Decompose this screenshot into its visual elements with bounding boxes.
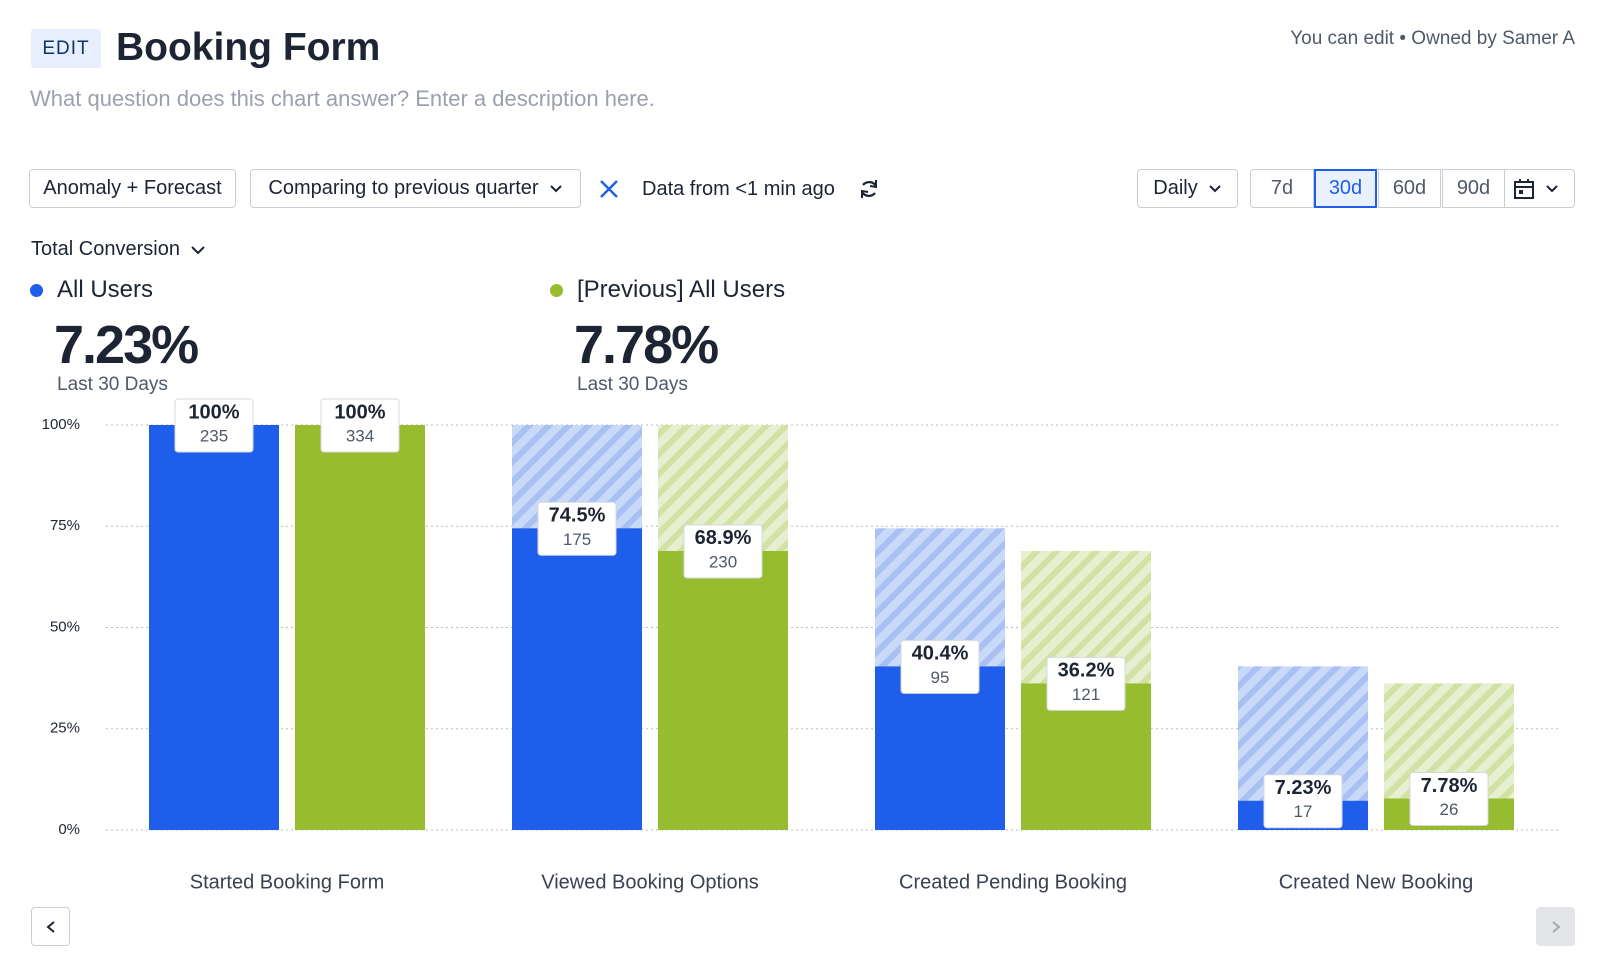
metric-dropdown[interactable]: Total Conversion: [31, 238, 206, 261]
data-count: 235: [200, 426, 228, 445]
range-button[interactable]: 60d: [1378, 169, 1441, 208]
analysis-button[interactable]: Anomaly + Forecast: [29, 169, 236, 208]
data-count: 17: [1294, 802, 1313, 821]
title: Booking Form: [116, 26, 381, 69]
data-label-box: [1263, 774, 1343, 829]
bar: [658, 550, 788, 830]
data-label: 40.4%: [912, 643, 969, 665]
y-tick-label: 50%: [50, 618, 80, 635]
next-button[interactable]: [1536, 907, 1575, 946]
x-tick-label: Started Booking Form: [190, 871, 385, 893]
dropoff-area: [875, 528, 1005, 667]
description[interactable]: What question does this chart answer? En…: [30, 86, 655, 111]
data-count: 95: [931, 668, 950, 687]
x-tick-label: Viewed Booking Options: [541, 871, 759, 893]
dropoff-area: [1238, 666, 1368, 801]
refresh-icon[interactable]: [857, 177, 881, 201]
range-button[interactable]: 90d: [1442, 169, 1505, 208]
legend-dot: [30, 284, 43, 297]
summary-value: 7.78%: [574, 315, 719, 375]
data-count: 230: [709, 552, 737, 571]
data-count: 26: [1440, 800, 1459, 819]
y-tick-label: 75%: [50, 517, 80, 534]
comparison-dropdown[interactable]: Comparing to previous quarter: [250, 169, 581, 208]
legend-dot: [550, 284, 563, 297]
data-label: 74.5%: [549, 505, 606, 527]
bar: [1021, 683, 1151, 830]
summary-period: Last 30 Days: [577, 374, 688, 395]
data-label-box: [1409, 771, 1489, 826]
data-label-box: [320, 398, 400, 453]
range-button[interactable]: 7d: [1250, 169, 1314, 208]
calendar-icon: [1513, 178, 1534, 199]
chevron: [191, 245, 205, 254]
bar: [875, 666, 1005, 830]
bar: [295, 425, 425, 830]
dropoff-area: [512, 425, 642, 529]
data-label: 100%: [334, 401, 385, 423]
edit-badge[interactable]: EDIT: [31, 29, 101, 68]
y-tick-label: 100%: [42, 416, 80, 433]
data-label: 68.9%: [695, 527, 752, 549]
y-tick-label: 25%: [50, 720, 80, 737]
data-label: 100%: [188, 401, 239, 423]
x-tick-label: Created New Booking: [1279, 871, 1474, 893]
data-count: 175: [563, 530, 591, 549]
data-label-box: [683, 524, 763, 579]
data-label: 7.78%: [1421, 775, 1478, 797]
chevron-right: [1551, 920, 1561, 933]
interval-label: Daily: [1153, 177, 1198, 199]
range-button[interactable]: 30d: [1314, 169, 1377, 208]
summary-period: Last 30 Days: [57, 374, 168, 395]
data-label: 36.2%: [1058, 660, 1115, 682]
chevron: [549, 184, 562, 192]
comparison-label: Comparing to previous quarter: [268, 177, 539, 199]
chevron-left: [45, 920, 55, 933]
chevron: [1545, 184, 1558, 192]
dropoff-area: [1384, 683, 1514, 799]
legend-label: [Previous] All Users: [577, 276, 786, 303]
data-label-box: [900, 639, 980, 694]
owner: You can edit • Owned by Samer A: [1290, 28, 1575, 49]
data-label-box: [174, 398, 254, 453]
prev-button[interactable]: [31, 907, 70, 946]
data-count: 334: [346, 426, 374, 445]
chevron: [1209, 184, 1221, 192]
bar: [1238, 800, 1368, 830]
data-label-box: [1046, 656, 1126, 711]
x-tick-label: Created Pending Booking: [899, 871, 1127, 893]
legend-label: All Users: [57, 276, 154, 303]
interval-dropdown[interactable]: Daily: [1137, 169, 1238, 208]
dropoff-area: [658, 425, 788, 551]
metric-label: Total Conversion: [31, 238, 180, 260]
bar: [1384, 798, 1514, 830]
bar: [149, 425, 279, 830]
summary-value: 7.23%: [54, 315, 199, 375]
clear-icon[interactable]: [599, 179, 619, 199]
data-count: 121: [1072, 685, 1100, 704]
bar: [512, 528, 642, 830]
calendar-button[interactable]: [1496, 169, 1575, 208]
dropoff-area: [1021, 550, 1151, 684]
data-label: 7.23%: [1275, 777, 1332, 799]
data-label-box: [537, 501, 617, 556]
freshness: Data from <1 min ago: [642, 178, 835, 200]
y-tick-label: 0%: [58, 821, 80, 838]
